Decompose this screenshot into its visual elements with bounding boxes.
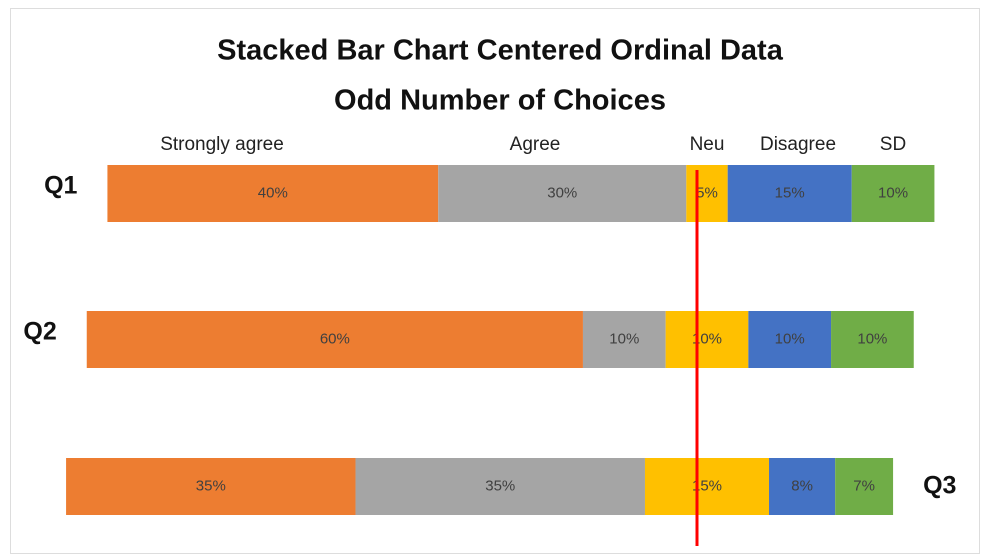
chart-title: Stacked Bar Chart Centered Ordinal Data bbox=[217, 35, 784, 67]
value-label: 10% bbox=[878, 184, 908, 201]
legend-label: Disagree bbox=[760, 134, 836, 155]
value-label: 10% bbox=[775, 330, 805, 347]
category-label: Q2 bbox=[23, 318, 56, 346]
bar-segment bbox=[831, 311, 914, 368]
legend-label: Neu bbox=[690, 134, 725, 155]
bar-segment bbox=[582, 311, 666, 368]
legend-label: Strongly agree bbox=[160, 134, 284, 155]
value-label: 10% bbox=[692, 330, 722, 347]
bar-segment bbox=[851, 165, 935, 222]
value-label: 5% bbox=[696, 184, 718, 201]
category-label: Q1 bbox=[44, 172, 77, 200]
bar-segment bbox=[86, 311, 583, 368]
bar-segment bbox=[769, 458, 836, 515]
bar-segment bbox=[107, 165, 439, 222]
bar-segment bbox=[686, 165, 728, 222]
value-label: 15% bbox=[775, 184, 805, 201]
bar-segment bbox=[665, 311, 749, 368]
bar-segment bbox=[66, 458, 356, 515]
value-label: 10% bbox=[857, 330, 887, 347]
value-label: 40% bbox=[258, 184, 288, 201]
plot: Strongly agree Agree Neu Disagree SD 40% 30% 5%… bbox=[23, 134, 956, 515]
value-label: 10% bbox=[609, 330, 639, 347]
value-label: 15% bbox=[692, 477, 722, 494]
bar-segment bbox=[355, 458, 645, 515]
bar-segment bbox=[644, 458, 770, 515]
value-label: 8% bbox=[791, 477, 813, 494]
value-label: 60% bbox=[320, 330, 350, 347]
category-label: Q3 bbox=[923, 472, 956, 500]
bar-segment bbox=[727, 165, 852, 222]
value-label: 35% bbox=[485, 477, 515, 494]
bar-segment bbox=[748, 311, 832, 368]
legend-label: SD bbox=[880, 134, 906, 155]
legend-label: Agree bbox=[510, 134, 561, 155]
chart-subtitle: Odd Number of Choices bbox=[334, 85, 666, 117]
value-label: 35% bbox=[196, 477, 226, 494]
bar-segment bbox=[835, 458, 894, 515]
value-label: 7% bbox=[853, 477, 875, 494]
value-label: 30% bbox=[547, 184, 577, 201]
bar-segment bbox=[438, 165, 687, 222]
